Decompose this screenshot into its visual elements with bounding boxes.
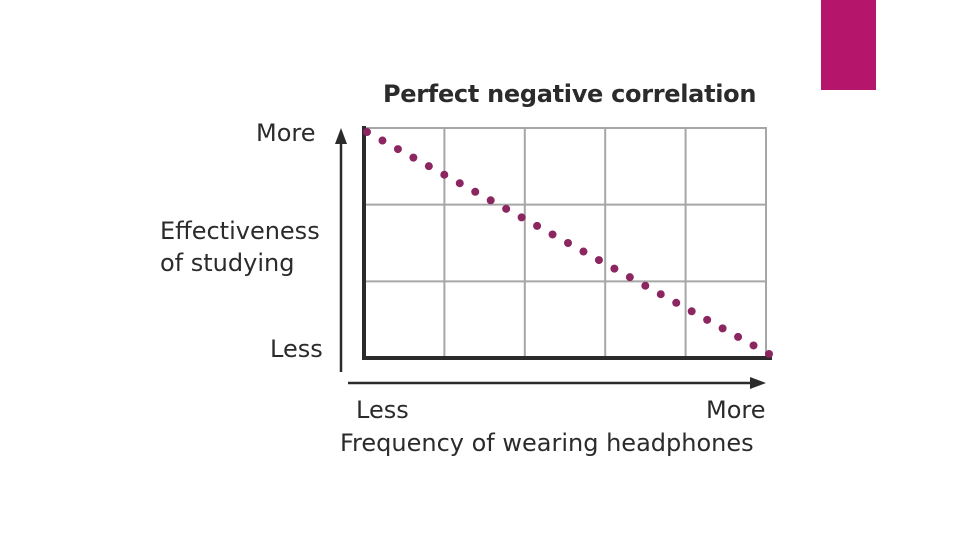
data-point [486, 196, 495, 205]
data-point [734, 332, 743, 341]
data-point [656, 290, 665, 299]
data-point [502, 204, 511, 213]
data-point [548, 230, 557, 239]
x-axis-low-label: Less [356, 396, 409, 424]
data-point [440, 170, 449, 179]
data-point [579, 247, 588, 256]
y-axis-label-line2: of studying [160, 249, 295, 277]
data-point [641, 281, 650, 290]
data-point [533, 221, 542, 230]
data-points [363, 128, 773, 358]
x-axis-label: Frequency of wearing headphones [340, 429, 754, 457]
y-axis-arrowhead [335, 128, 347, 144]
accent-tab [821, 0, 876, 90]
data-point [749, 341, 758, 350]
data-point [378, 136, 387, 145]
data-point [455, 179, 464, 188]
x-axis-arrowhead [750, 377, 766, 389]
data-point [610, 264, 619, 273]
axes [335, 126, 772, 389]
data-point [564, 239, 572, 247]
chart-title: Perfect negative correlation [383, 80, 757, 108]
data-point [703, 315, 712, 324]
data-point [363, 128, 371, 136]
data-point [625, 273, 634, 282]
data-point [393, 145, 402, 154]
data-point [672, 298, 681, 307]
y-axis-low-label: Less [270, 335, 323, 363]
data-point [594, 256, 603, 265]
data-point [718, 324, 727, 333]
y-axis-high-label: More [256, 119, 316, 147]
x-axis-high-label: More [706, 396, 766, 424]
data-point [471, 187, 480, 196]
data-point [409, 153, 418, 162]
data-point [517, 213, 526, 222]
data-point [687, 307, 696, 316]
y-axis-label-line1: Effectiveness [160, 217, 320, 245]
data-point [424, 162, 433, 171]
data-point [765, 350, 773, 358]
